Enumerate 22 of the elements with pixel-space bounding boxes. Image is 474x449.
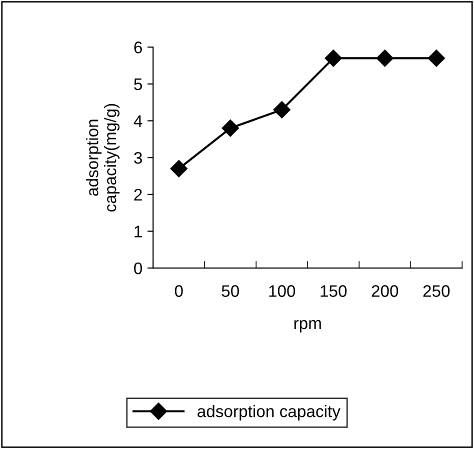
- y-tick-label: 2: [134, 188, 142, 200]
- x-tick-label: 0: [174, 285, 183, 297]
- x-tick-label: 100: [269, 285, 296, 297]
- y-tick-label: 1: [134, 226, 142, 238]
- y-tick-label: 0: [134, 262, 142, 274]
- point: [273, 101, 290, 118]
- x-tick-label: 200: [372, 285, 398, 297]
- point: [170, 160, 188, 178]
- point: [428, 50, 445, 67]
- x-axis-title: rpm: [294, 320, 321, 332]
- x-tick-label: 150: [320, 285, 347, 297]
- y-tick-label: 4: [134, 115, 142, 127]
- point: [324, 50, 342, 67]
- y-axis-title: adsorption capacity(mg/g): [86, 104, 120, 212]
- legend-label: adsorption capacity: [198, 404, 340, 421]
- point: [376, 50, 394, 67]
- y-tick-label: 5: [134, 78, 142, 90]
- x-tick-label: 50: [222, 285, 239, 297]
- y-tick-label: 3: [134, 152, 142, 164]
- point: [222, 120, 239, 137]
- y-tick-label: 6: [134, 42, 142, 54]
- x-tick-label: 250: [423, 285, 450, 297]
